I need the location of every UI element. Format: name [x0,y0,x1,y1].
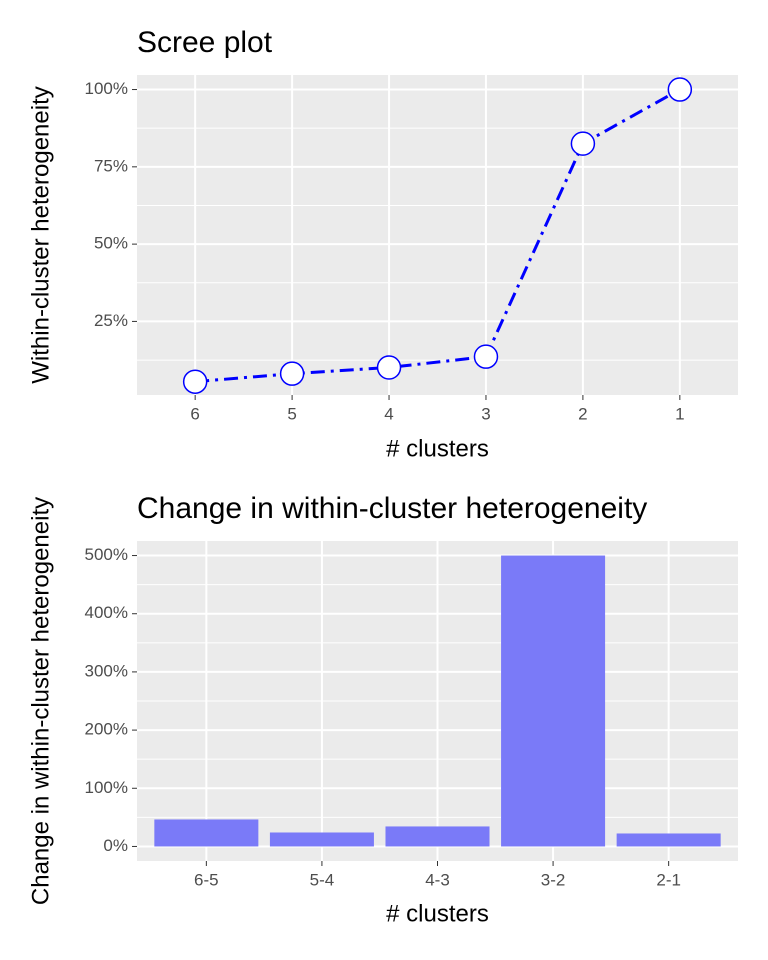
point [570,131,596,156]
line [195,88,681,384]
chart-title: Scree plot [137,26,273,59]
point [667,77,693,102]
y-axis-title: Within-cluster heterogeneity [27,86,54,383]
x-axis-title: # clusters [386,435,489,462]
x-tick-label: 5 [287,404,296,423]
y-tick-label: 100% [85,778,128,797]
y-tick-label: 500% [85,545,128,564]
x-tick-label: 6 [190,404,199,423]
y-axis-title: Change in within-cluster heterogeneity [27,497,54,905]
y-tick-label: 300% [85,661,128,680]
x-tick-label: 4 [384,404,393,423]
bar [385,826,490,847]
y-tick-label: 25% [94,311,128,330]
x-tick-label: 4-3 [425,870,450,889]
bar [269,832,374,847]
y-tick-label: 100% [85,79,128,98]
point [279,361,305,386]
bar [154,819,259,847]
point [473,344,499,369]
bar [501,555,606,847]
x-tick-label: 3-2 [541,870,566,889]
panel-background [137,75,738,395]
bar [616,833,721,847]
point [182,369,208,394]
x-tick-label: 3 [481,404,490,423]
y-tick-label: 400% [85,603,128,622]
y-tick-label: 50% [94,234,128,253]
x-tick-label: 5-4 [310,870,335,889]
chart-title: Change in within-cluster heterogeneity [137,492,647,525]
x-tick-label: 2-1 [656,870,681,889]
x-tick-label: 1 [675,404,684,423]
x-tick-label: 6-5 [194,870,219,889]
y-tick-label: 75% [94,156,128,175]
y-tick-label: 0% [103,836,128,855]
point [376,355,402,380]
x-tick-label: 2 [578,404,587,423]
x-axis-title: # clusters [386,900,489,927]
y-tick-label: 200% [85,720,128,739]
